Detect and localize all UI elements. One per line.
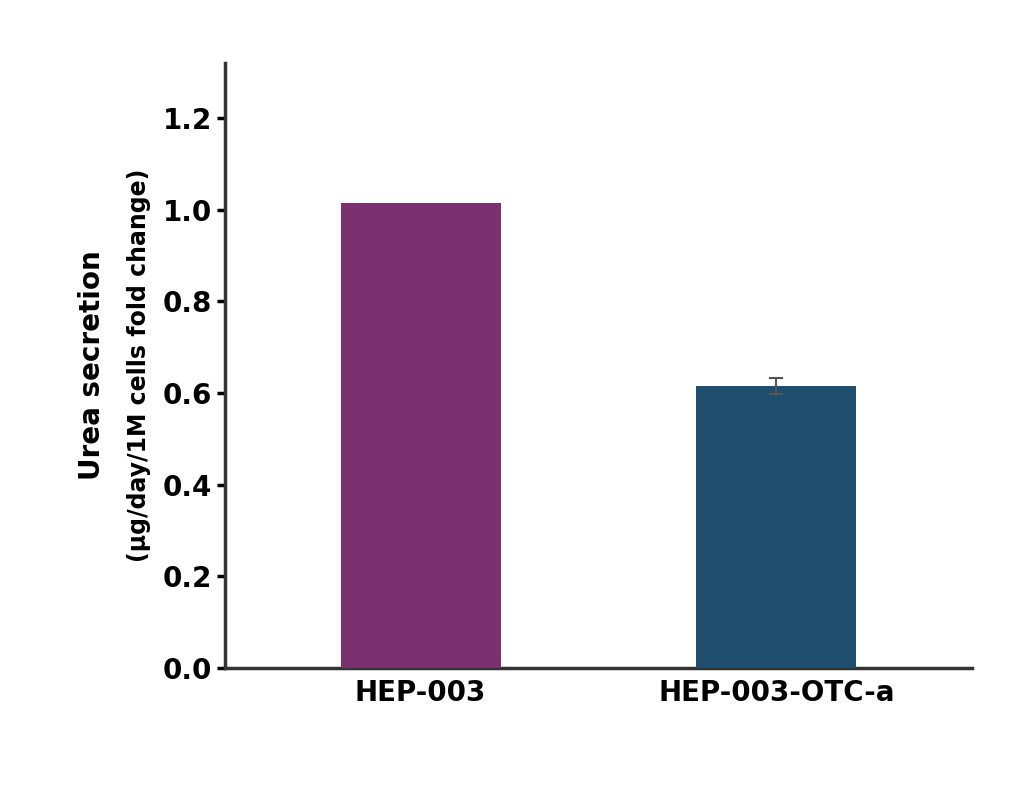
Bar <box>341 203 500 668</box>
Text: Urea secretion: Urea secretion <box>78 251 106 480</box>
Bar <box>697 386 856 668</box>
Y-axis label: (µg/day/1M cells fold change): (µg/day/1M cells fold change) <box>128 169 151 562</box>
